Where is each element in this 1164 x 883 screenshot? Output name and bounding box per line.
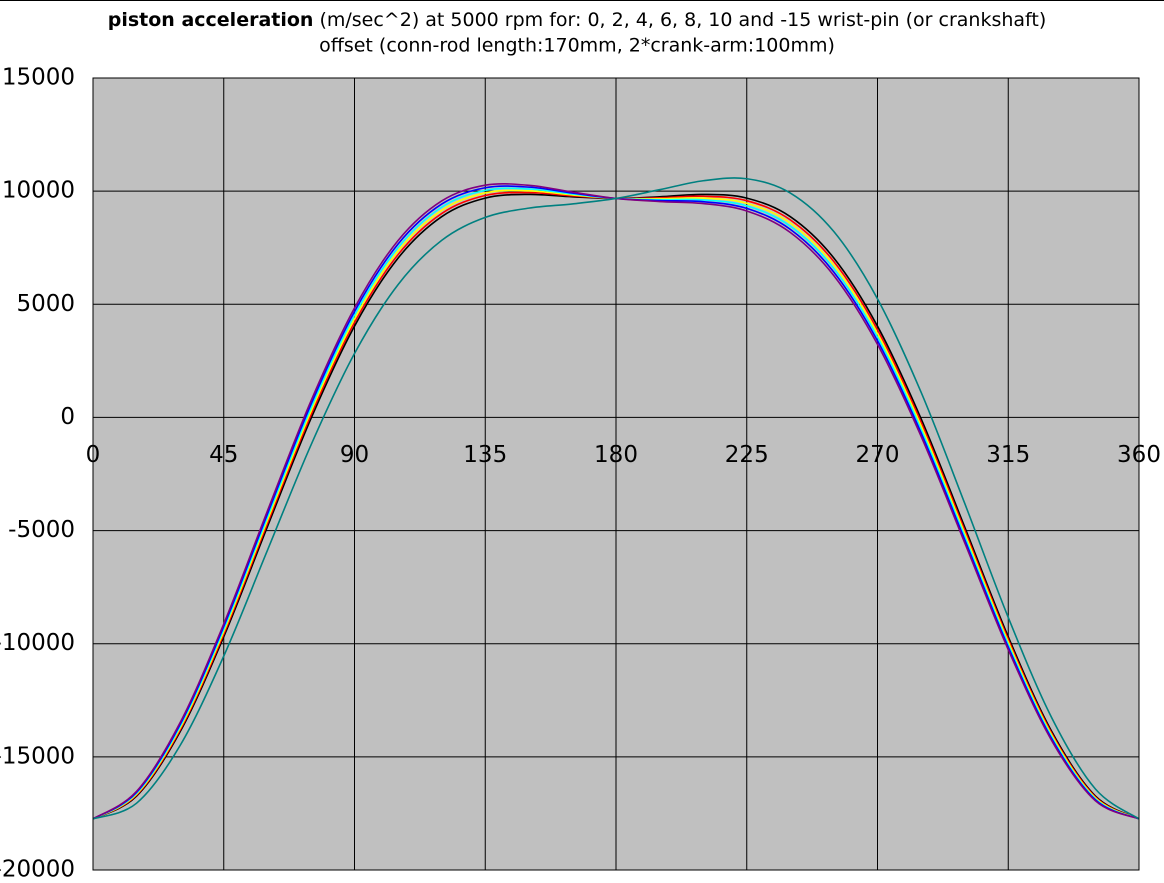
y-tick-label: 0 — [60, 404, 75, 430]
y-tick-label: -10000 — [0, 630, 75, 656]
y-tick-label: -20000 — [0, 857, 75, 883]
x-tick-label: 45 — [209, 442, 238, 468]
title-bold: piston acceleration — [108, 9, 314, 31]
y-tick-label: -15000 — [0, 743, 75, 769]
x-tick-label: 315 — [986, 442, 1030, 468]
y-tick-label: 5000 — [16, 291, 75, 317]
y-tick-label: 15000 — [2, 65, 75, 91]
plot-border — [92, 77, 1140, 871]
series-line — [92, 177, 1140, 820]
chart-subtitle: offset (conn-rod length:170mm, 2*crank-a… — [319, 35, 835, 57]
x-tick-label: 90 — [340, 442, 369, 468]
y-tick-label: 10000 — [2, 178, 75, 204]
x-tick-label: 135 — [463, 442, 507, 468]
chart-title: piston acceleration (m/sec^2) at 5000 rpm… — [108, 9, 1047, 31]
x-tick-label: 180 — [594, 442, 638, 468]
x-tick-label: 225 — [725, 442, 769, 468]
title-rest: (m/sec^2) at 5000 rpm for: 0, 2, 4, 6, 8… — [319, 9, 1046, 31]
x-tick-label: 270 — [856, 442, 900, 468]
y-tick-label: -5000 — [8, 517, 75, 543]
